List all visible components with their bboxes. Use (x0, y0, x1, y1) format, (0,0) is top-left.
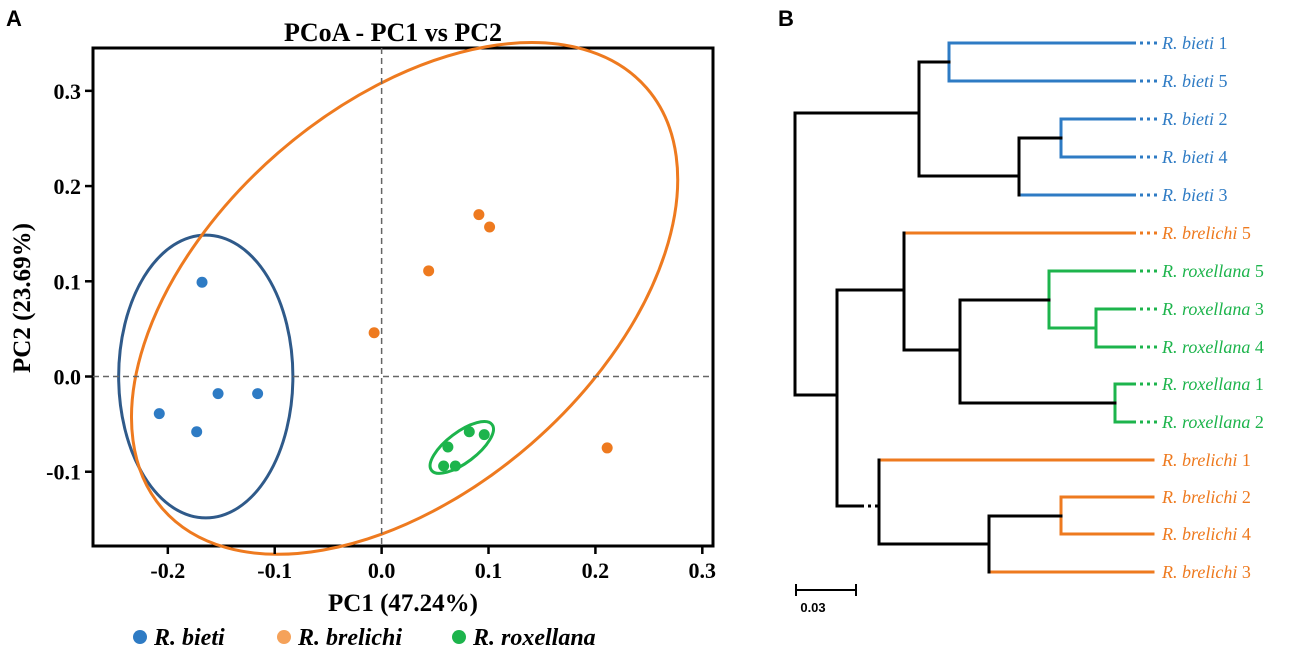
leaf-species-name: R. roxellana (1161, 374, 1250, 394)
ellipse-r-brelichi (130, 41, 680, 556)
leaf-species-name: R. roxellana (1161, 337, 1250, 357)
leaf-label: R. bieti 5 (1161, 71, 1228, 91)
point-r-brelichi (484, 221, 496, 233)
point-r-bieti (196, 276, 208, 288)
y-tick-label: -0.1 (46, 460, 81, 485)
panel-b-letter: B (778, 6, 794, 31)
y-tick-label: 0.1 (54, 269, 82, 294)
confidence-ellipses (117, 41, 680, 556)
leaf-label: R. roxellana 3 (1161, 299, 1264, 319)
leaf-species-name: R. bieti (1161, 71, 1214, 91)
leaf-species-name: R. bieti (1161, 33, 1214, 53)
scatter-points (153, 209, 613, 472)
leaf-sample-number: 3 (1250, 299, 1264, 319)
leaf-label: R. brelichi 4 (1161, 524, 1251, 544)
leaf-sample-number: 3 (1237, 562, 1251, 582)
leaf-label: R. bieti 2 (1161, 109, 1228, 129)
y-tick-label: 0.3 (54, 79, 82, 104)
leaf-sample-number: 1 (1250, 374, 1264, 394)
leaf-species-name: R. roxellana (1161, 299, 1250, 319)
leaf-label: R. brelichi 2 (1161, 487, 1251, 507)
leaf-label: R. roxellana 2 (1161, 412, 1264, 432)
x-tick-label: 0.0 (368, 558, 396, 583)
leaf-sample-number: 2 (1250, 412, 1264, 432)
leaf-label: R. roxellana 1 (1161, 374, 1264, 394)
legend-marker-r-bieti (133, 630, 147, 644)
point-r-roxellana (449, 460, 461, 472)
leaf-label: R. bieti 4 (1161, 147, 1228, 167)
point-r-bieti (153, 408, 165, 420)
leaf-species-name: R. brelichi (1161, 562, 1237, 582)
leaf-sample-number: 5 (1214, 71, 1228, 91)
point-r-roxellana (442, 441, 454, 453)
leaf-species-name: R. brelichi (1161, 487, 1237, 507)
leaf-sample-number: 1 (1214, 33, 1228, 53)
chart-title: PCoA - PC1 vs PC2 (284, 18, 502, 47)
x-tick-label: 0.1 (475, 558, 503, 583)
pcoa-plot: -0.2 -0.1 0.0 0.1 0.2 0.3 -0.1 0.0 0.1 0.2 0.3 (46, 41, 716, 583)
leaf-label: R. brelichi 3 (1161, 562, 1251, 582)
x-tick-label: 0.2 (582, 558, 610, 583)
point-r-brelichi (473, 209, 485, 221)
leaf-label: R. roxellana 5 (1161, 261, 1264, 281)
leaf-sample-number: 2 (1214, 109, 1228, 129)
y-tick-label: 0.2 (54, 174, 82, 199)
leaf-label: R. bieti 3 (1161, 185, 1228, 205)
point-r-brelichi (601, 442, 613, 454)
leaf-label: R. brelichi 5 (1161, 223, 1251, 243)
leaf-sample-number: 2 (1237, 487, 1251, 507)
point-r-bieti (252, 388, 264, 400)
point-r-roxellana (463, 426, 475, 438)
y-tick-label: 0.0 (54, 365, 82, 390)
legend-marker-r-brelichi (277, 630, 291, 644)
point-r-brelichi (423, 265, 435, 277)
reference-lines (93, 48, 713, 546)
legend-label-r-brelichi: R. brelichi (297, 625, 402, 651)
leaf-species-name: R. brelichi (1161, 524, 1237, 544)
leaf-label: R. brelichi 1 (1161, 450, 1251, 470)
point-r-bieti (212, 388, 224, 400)
ellipse-r-roxellana (428, 420, 495, 475)
scale-bar-label: 0.03 (800, 600, 825, 615)
leaf-label: R. bieti 1 (1161, 33, 1228, 53)
x-axis-ticks: -0.2 -0.1 0.0 0.1 0.2 0.3 (150, 546, 716, 583)
leaf-sample-number: 4 (1237, 524, 1251, 544)
leaf-sample-number: 5 (1237, 223, 1251, 243)
legend-marker-r-roxellana (452, 630, 466, 644)
point-r-brelichi (368, 327, 380, 339)
leaf-sample-number: 4 (1250, 337, 1264, 357)
panel-a-letter: A (6, 6, 22, 31)
scale-bar: 0.03 (795, 584, 857, 615)
leaf-sample-number: 3 (1214, 185, 1228, 205)
x-tick-label: 0.3 (689, 558, 717, 583)
leaf-species-name: R. roxellana (1161, 412, 1250, 432)
x-tick-label: -0.1 (257, 558, 292, 583)
leaf-species-name: R. roxellana (1161, 261, 1250, 281)
x-axis-label: PC1 (47.24%) (328, 590, 478, 617)
legend-label-r-roxellana: R. roxellana (472, 625, 596, 651)
legend: R. bieti R. brelichi R. roxellana (133, 625, 596, 651)
leaf-species-name: R. brelichi (1161, 223, 1237, 243)
leaf-species-name: R. brelichi (1161, 450, 1237, 470)
leaf-sample-number: 4 (1214, 147, 1228, 167)
y-axis-ticks: -0.1 0.0 0.1 0.2 0.3 (46, 79, 93, 485)
point-r-roxellana (478, 429, 490, 441)
leaf-species-name: R. bieti (1161, 109, 1214, 129)
leaf-sample-number: 1 (1237, 450, 1251, 470)
plot-frame (91, 46, 715, 548)
point-r-roxellana (438, 460, 450, 472)
leaf-label: R. roxellana 4 (1161, 337, 1264, 357)
leaf-species-name: R. bieti (1161, 185, 1214, 205)
x-tick-label: -0.2 (150, 558, 185, 583)
phylogenetic-tree: R. bieti 1R. bieti 5R. bieti 2R. bieti 4… (793, 33, 1264, 582)
legend-label-r-bieti: R. bieti (153, 625, 225, 651)
y-axis-label: PC2 (23.69%) (9, 223, 36, 373)
point-r-bieti (191, 426, 203, 438)
leaf-sample-number: 5 (1250, 261, 1264, 281)
leaf-species-name: R. bieti (1161, 147, 1214, 167)
